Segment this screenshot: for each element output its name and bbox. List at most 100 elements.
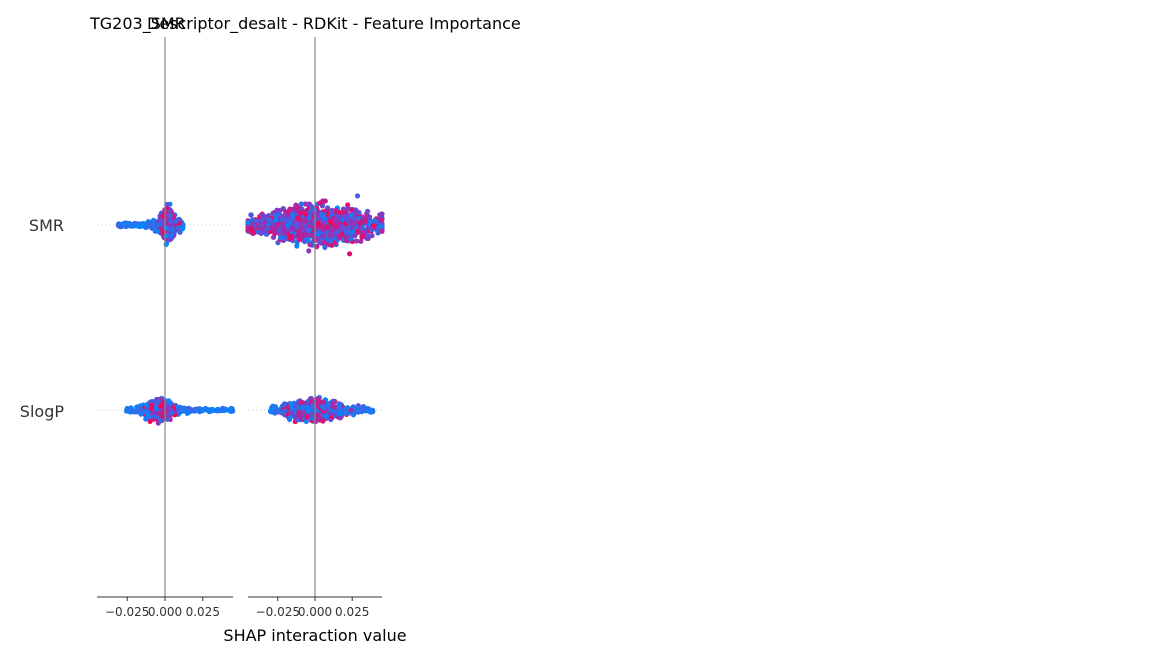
point: [297, 223, 303, 229]
point: [263, 231, 269, 237]
x-axis-label: SHAP interaction value: [223, 626, 406, 645]
point: [248, 212, 254, 218]
feature-label-smr: SMR: [29, 216, 64, 235]
point: [136, 223, 142, 229]
point: [245, 220, 251, 226]
point: [319, 404, 325, 410]
point: [147, 418, 153, 424]
point: [209, 406, 215, 413]
point: [289, 225, 295, 231]
point: [138, 411, 144, 417]
point: [329, 227, 336, 233]
point: [300, 209, 306, 215]
point: [296, 229, 302, 235]
point: [163, 225, 169, 231]
point: [362, 229, 368, 235]
point: [151, 410, 157, 416]
point: [295, 405, 302, 411]
point: [372, 218, 378, 224]
point: [354, 224, 360, 230]
point: [334, 213, 340, 219]
point: [322, 244, 328, 250]
point: [192, 406, 198, 413]
point: [370, 223, 376, 229]
point: [167, 218, 174, 225]
point: [332, 233, 338, 239]
point: [282, 214, 288, 220]
point: [327, 232, 333, 238]
point: [317, 200, 323, 206]
point: [320, 418, 326, 424]
point: [315, 414, 321, 420]
point: [334, 223, 340, 229]
point: [271, 222, 277, 229]
point: [322, 198, 328, 204]
point: [309, 205, 315, 211]
point: [165, 206, 171, 212]
point: [278, 235, 284, 241]
point: [330, 400, 336, 407]
point: [345, 206, 351, 212]
point: [148, 222, 154, 228]
point: [153, 228, 160, 234]
point: [292, 407, 298, 413]
point: [186, 405, 192, 411]
point: [349, 212, 355, 218]
point: [306, 227, 312, 234]
point: [176, 408, 183, 414]
point: [222, 406, 229, 412]
point: [304, 414, 310, 420]
point: [319, 223, 325, 229]
x-tick-label: 0.000: [298, 605, 332, 619]
point: [379, 228, 385, 234]
point: [328, 219, 334, 225]
point: [273, 409, 279, 416]
point: [274, 217, 280, 224]
point: [144, 412, 151, 418]
point: [301, 219, 307, 225]
point: [317, 240, 323, 246]
point: [158, 403, 164, 409]
point: [324, 224, 330, 230]
point: [346, 225, 352, 231]
point: [362, 407, 368, 413]
point: [333, 218, 339, 224]
point: [296, 409, 302, 415]
point: [333, 207, 339, 213]
point: [352, 233, 358, 239]
point: [341, 209, 347, 215]
point: [260, 212, 266, 218]
point: [163, 241, 169, 247]
point: [218, 408, 224, 414]
point: [276, 211, 282, 217]
point: [355, 228, 361, 235]
point: [343, 229, 350, 236]
point: [134, 408, 140, 414]
point: [343, 238, 349, 244]
point: [273, 229, 279, 235]
point: [144, 402, 150, 408]
point: [177, 229, 183, 235]
point: [318, 233, 324, 239]
point: [308, 211, 314, 217]
point: [161, 399, 167, 405]
point: [365, 208, 371, 214]
point: [301, 227, 307, 233]
point: [315, 397, 322, 403]
x-tick-label: 0.025: [335, 605, 369, 619]
point: [260, 216, 266, 222]
point: [348, 236, 354, 242]
point: [325, 402, 331, 408]
point: [307, 242, 313, 248]
point: [337, 406, 344, 413]
point: [245, 227, 251, 233]
point: [377, 223, 383, 229]
point: [356, 209, 362, 216]
point: [299, 234, 305, 240]
point: [293, 202, 299, 208]
point: [268, 219, 274, 225]
point: [347, 251, 353, 257]
point: [354, 193, 361, 199]
point: [309, 232, 315, 238]
